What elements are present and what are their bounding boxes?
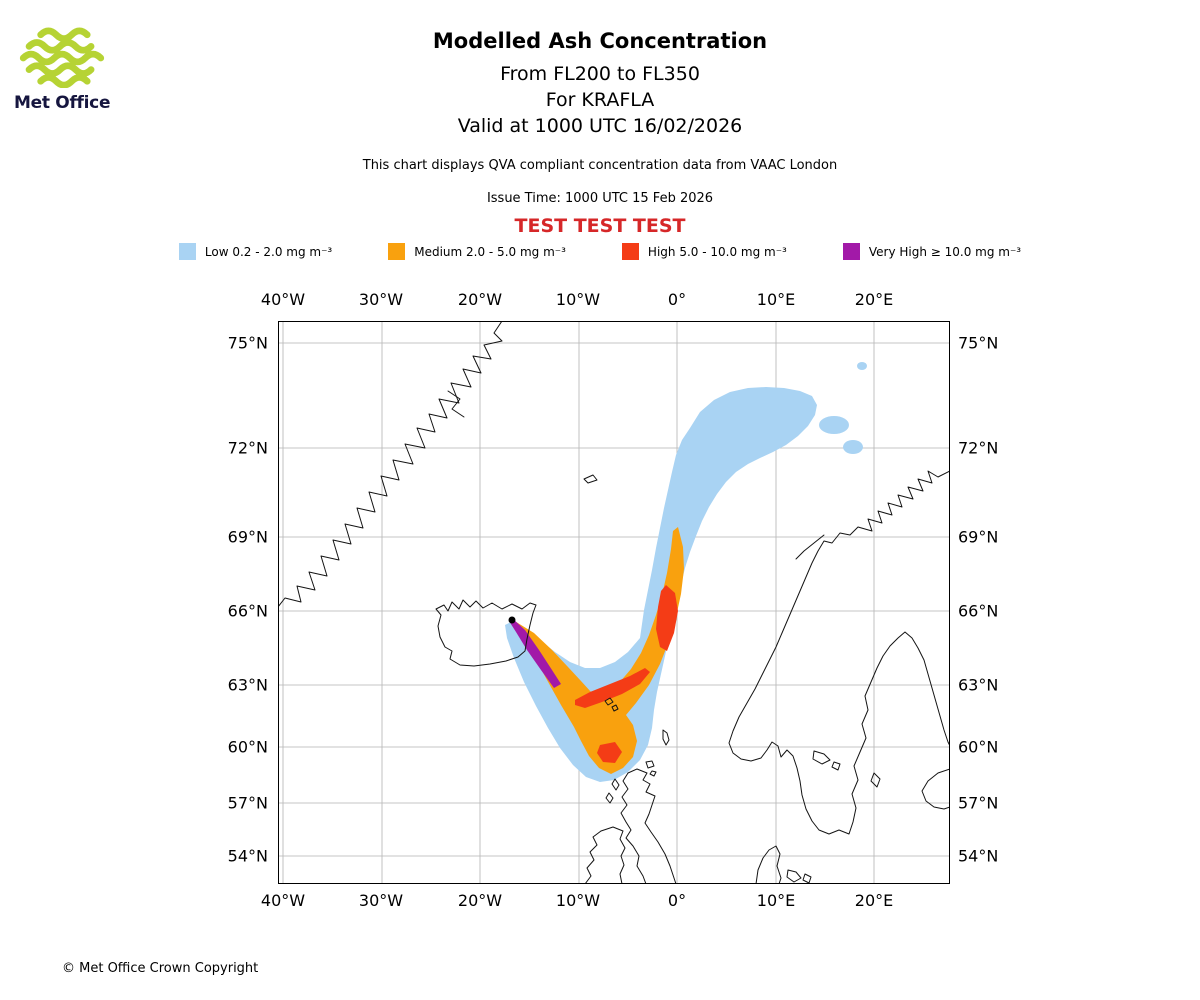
volcano-marker [508,616,516,624]
x-tick-label: 0° [667,891,687,910]
y-tick-label: 75°N [227,333,268,353]
x-tick-label: 40°W [260,891,306,910]
y-tick-label: 63°N [958,675,999,695]
coastlines [278,321,950,884]
valid-time-subtitle: Valid at 1000 UTC 16/02/2026 [457,115,743,137]
coastline-ireland-east [600,826,626,884]
coastline-scotland-east [627,768,677,884]
y-tick-label: 57°N [227,793,268,813]
x-tick-label: 10°W [555,891,601,910]
coastline-greenland [278,321,503,608]
coastline-baltic-southeast [921,768,950,810]
coastline-hebrides [605,778,620,804]
x-tick-label: 20°W [457,891,503,910]
y-tick-label: 60°N [227,737,268,757]
flight-levels-subtitle: From FL200 to FL350 [500,63,700,85]
legend-swatch-low [178,243,196,260]
coastline-scandinavia [728,470,950,835]
coastline-greenland-fjords [447,390,465,418]
y-tick-label: 69°N [958,527,999,547]
x-tick-label: 30°W [358,891,404,910]
ash-low-layer [505,362,867,782]
page-title: Modelled Ash Concentration [432,29,768,53]
legend-label-medium: Medium 2.0 - 5.0 mg m⁻³ [414,244,566,259]
coastline-orkney [645,760,657,777]
ash-dispersion-map [278,321,950,884]
y-tick-label: 54°N [958,846,999,866]
x-tick-label: 20°E [854,290,894,309]
x-tick-label: 0° [667,290,687,309]
y-tick-label: 63°N [227,675,268,695]
legend-swatch-very-high [842,243,860,260]
y-tick-label: 66°N [227,601,268,621]
x-tick-label: 20°E [854,891,894,910]
legend-swatch-high [621,243,639,260]
coastline-denmark [755,845,782,884]
coastline-iceland [435,599,537,667]
coastline-danish-islands [786,869,812,884]
y-tick-label: 72°N [958,438,999,458]
ash-high-layer [575,585,678,763]
y-tick-label: 60°N [958,737,999,757]
legend-label-very-high: Very High ≥ 10.0 mg m⁻³ [868,244,1022,259]
x-tick-label: 30°W [358,290,404,309]
y-tick-label: 54°N [227,846,268,866]
ash-very-high-layer [509,618,561,688]
volcano-subtitle: For KRAFLA [545,89,655,111]
issue-time: Issue Time: 1000 UTC 15 Feb 2026 [486,191,714,206]
met-office-logo-text: Met Office [14,93,111,113]
coastline-gotland [870,772,881,788]
legend-label-low: Low 0.2 - 2.0 mg m⁻³ [204,244,333,259]
y-tick-label: 69°N [227,527,268,547]
x-tick-label: 10°E [756,891,796,910]
met-office-logo: Met Office [14,26,118,113]
y-tick-label: 66°N [958,601,999,621]
legend-item-medium: Medium 2.0 - 5.0 mg m⁻³ [388,243,566,260]
x-tick-label: 40°W [260,290,306,309]
legend-item-very-high: Very High ≥ 10.0 mg m⁻³ [842,243,1022,260]
coastline-ireland-west [584,830,602,884]
y-tick-label: 72°N [227,438,268,458]
x-tick-label: 20°W [457,290,503,309]
legend-item-low: Low 0.2 - 2.0 mg m⁻³ [178,243,333,260]
x-tick-label: 10°W [555,290,601,309]
y-tick-label: 75°N [958,333,999,353]
legend-label-high: High 5.0 - 10.0 mg m⁻³ [647,244,787,259]
coastline-jan-mayen [583,474,598,484]
coastline-scotland-west [620,772,647,884]
coastline-faroe-islands [604,697,619,712]
ash-medium-layer [513,527,684,774]
coastline-swedish-lakes [812,750,841,771]
met-office-logo-waves [19,27,105,89]
legend: Low 0.2 - 2.0 mg m⁻³ Medium 2.0 - 5.0 mg… [0,243,1200,260]
map-grid [278,321,950,884]
map-frame [278,321,950,884]
copyright-notice: © Met Office Crown Copyright [62,961,259,976]
test-banner: TEST TEST TEST [514,215,686,237]
y-tick-label: 57°N [958,793,999,813]
qva-description: This chart displays QVA compliant concen… [362,158,838,173]
coastline-lofoten [795,534,825,560]
x-tick-label: 10°E [756,290,796,309]
legend-swatch-medium [388,243,406,260]
coastline-shetland [662,729,670,746]
legend-item-high: High 5.0 - 10.0 mg m⁻³ [621,243,787,260]
